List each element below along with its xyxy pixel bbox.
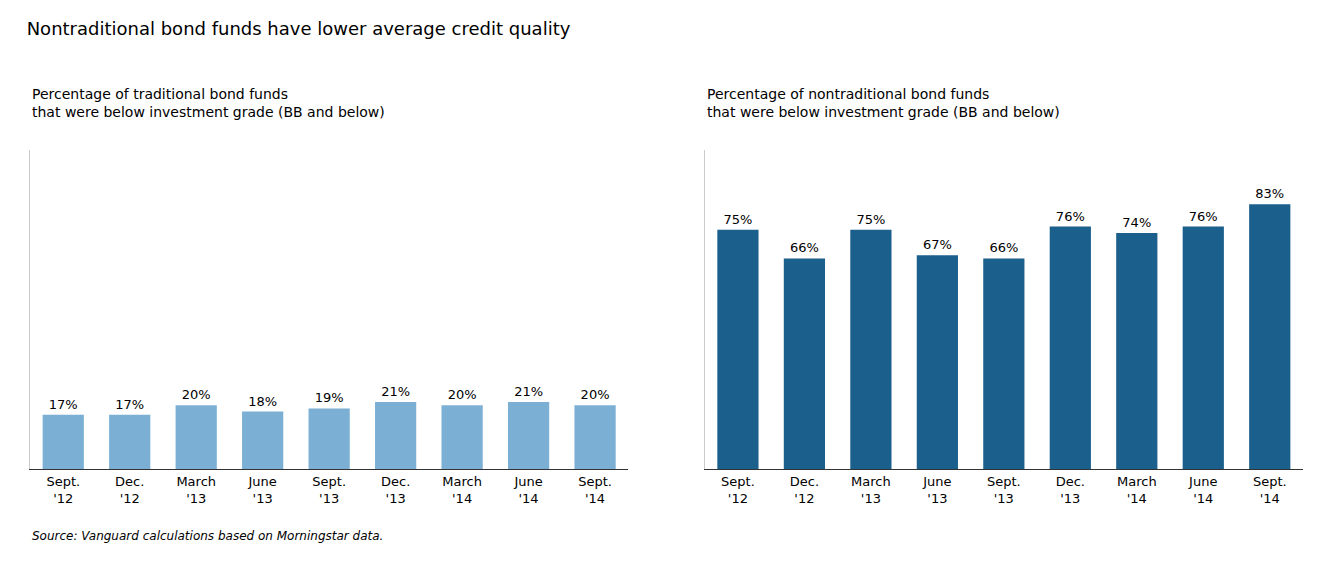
svg-text:18%: 18% [248,394,277,409]
svg-text:76%: 76% [1056,209,1085,224]
svg-text:21%: 21% [514,384,543,399]
svg-text:Source: Vanguard calculations: Source: Vanguard calculations based on M… [32,529,383,543]
svg-text:June'14: June'14 [1188,474,1217,506]
svg-text:20%: 20% [448,387,477,402]
svg-text:Dec.'13: Dec.'13 [381,474,410,506]
svg-text:March'13: March'13 [176,474,216,506]
svg-text:21%: 21% [381,384,410,399]
svg-text:Sept.'12: Sept.'12 [721,474,755,506]
svg-text:June'14: June'14 [513,474,542,506]
svg-text:June'13: June'13 [922,474,951,506]
svg-text:83%: 83% [1255,186,1284,201]
svg-text:66%: 66% [989,240,1018,255]
svg-text:Sept.'12: Sept.'12 [46,474,80,506]
svg-text:Sept.'13: Sept.'13 [987,474,1021,506]
svg-text:17%: 17% [49,397,78,412]
svg-text:Percentage of nontraditional b: Percentage of nontraditional bond fundst… [707,86,1060,120]
svg-text:19%: 19% [315,390,344,405]
svg-text:March'14: March'14 [442,474,482,506]
svg-text:Dec.'12: Dec.'12 [790,474,819,506]
svg-text:Sept.'14: Sept.'14 [1253,474,1287,506]
svg-text:75%: 75% [723,212,752,227]
svg-text:66%: 66% [790,240,819,255]
svg-text:Dec.'12: Dec.'12 [115,474,144,506]
svg-text:67%: 67% [923,237,952,252]
svg-text:20%: 20% [182,387,211,402]
svg-text:June'13: June'13 [248,474,277,506]
svg-text:76%: 76% [1189,209,1218,224]
svg-text:Sept.'14: Sept.'14 [578,474,612,506]
svg-text:75%: 75% [856,212,885,227]
svg-text:March'13: March'13 [851,474,891,506]
svg-text:Percentage of traditional bond: Percentage of traditional bond fundsthat… [32,86,385,120]
svg-text:74%: 74% [1122,215,1151,230]
svg-text:Sept.'13: Sept.'13 [312,474,346,506]
svg-text:17%: 17% [115,397,144,412]
svg-text:Dec.'13: Dec.'13 [1056,474,1085,506]
svg-text:March'14: March'14 [1117,474,1157,506]
svg-text:20%: 20% [581,387,610,402]
svg-text:Nontraditional bond funds have: Nontraditional bond funds have lower ave… [27,18,571,39]
